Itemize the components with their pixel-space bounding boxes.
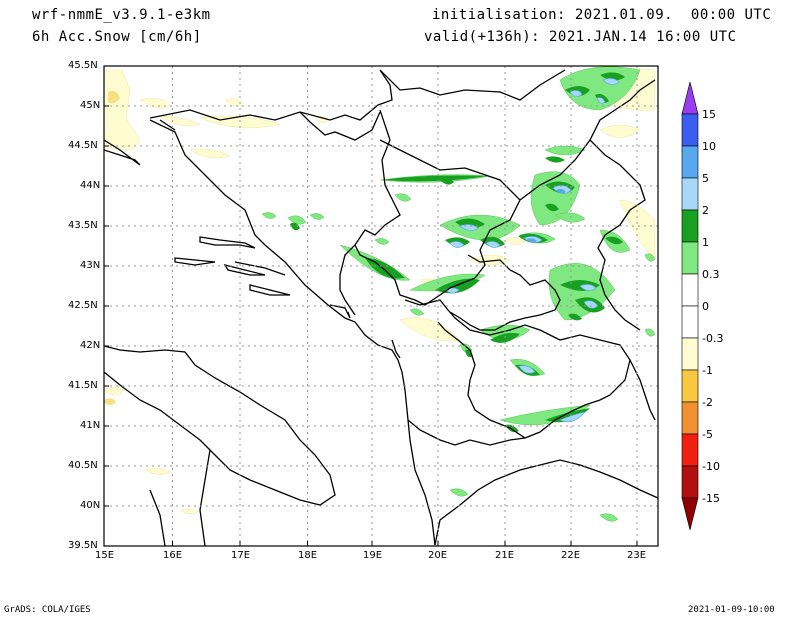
lat-label: 41.5N	[68, 380, 98, 391]
lat-label: 42.5N	[68, 300, 98, 311]
lon-label: 23E	[627, 550, 647, 561]
colorbar-swatch	[681, 369, 699, 403]
colorbar-label: -10	[702, 460, 720, 473]
lon-label: 19E	[363, 550, 383, 561]
colorbar-swatch	[681, 145, 699, 179]
lat-label: 39.5N	[68, 540, 98, 551]
lat-label: 43N	[80, 260, 101, 271]
graticule	[104, 66, 658, 546]
colorbar-label: -1	[702, 364, 713, 377]
colorbar-swatch	[681, 177, 699, 211]
colorbar-swatch	[681, 241, 699, 275]
colorbar-label: 0	[702, 300, 709, 313]
lat-label: 45.5N	[68, 60, 98, 71]
lon-label: 22E	[561, 550, 581, 561]
colorbar-swatch	[681, 113, 699, 147]
axis-ticks	[103, 65, 638, 547]
colorbar-swatch	[681, 401, 699, 435]
colorbar-swatch	[681, 273, 699, 307]
lon-label: 21E	[495, 550, 515, 561]
colorbar-label: 0.3	[702, 268, 720, 281]
lat-label: 44.5N	[68, 140, 98, 151]
lon-label: 17E	[231, 550, 251, 561]
lat-label: 45N	[80, 100, 101, 111]
footer-timestamp: 2021-01-09-10:00	[688, 605, 775, 615]
colorbar-label: -15	[702, 492, 720, 505]
colorbar-label: 5	[702, 172, 709, 185]
init-time: initialisation: 2021.01.09. 00:00 UTC	[432, 7, 772, 23]
colorbar-swatch	[681, 305, 699, 339]
colorbar-label: 1	[702, 236, 709, 249]
colorbar-top-arrow	[681, 81, 699, 115]
model-title: wrf-nmmE_v3.9.1-e3km	[32, 7, 211, 23]
colorbar-swatch	[681, 337, 699, 371]
lat-label: 41N	[80, 420, 101, 431]
field-title: 6h Acc.Snow [cm/6h]	[32, 29, 202, 45]
lat-label: 44N	[80, 180, 101, 191]
lat-label: 42N	[80, 340, 101, 351]
colorbar-label: 2	[702, 204, 709, 217]
colorbar-label: -2	[702, 396, 713, 409]
colorbar-swatch	[681, 433, 699, 467]
colorbar-swatch	[681, 465, 699, 499]
valid-time: valid(+136h): 2021.JAN.14 16:00 UTC	[424, 29, 737, 45]
lon-label: 15E	[95, 550, 115, 561]
colorbar-label: -5	[702, 428, 713, 441]
colorbar-label: 15	[702, 108, 716, 121]
lat-label: 40.5N	[68, 460, 98, 471]
boundaries	[104, 69, 658, 546]
lon-label: 18E	[298, 550, 318, 561]
colorbar	[681, 81, 699, 531]
lon-label: 20E	[428, 550, 448, 561]
colorbar-label: -0.3	[702, 332, 724, 345]
colorbar-bottom-arrow	[681, 497, 699, 531]
lat-label: 43.5N	[68, 220, 98, 231]
lon-label: 16E	[163, 550, 183, 561]
footer-credit: GrADS: COLA/IGES	[4, 605, 91, 615]
snow-field	[104, 66, 656, 522]
colorbar-label: 10	[702, 140, 716, 153]
lat-label: 40N	[80, 500, 101, 511]
colorbar-swatch	[681, 209, 699, 243]
